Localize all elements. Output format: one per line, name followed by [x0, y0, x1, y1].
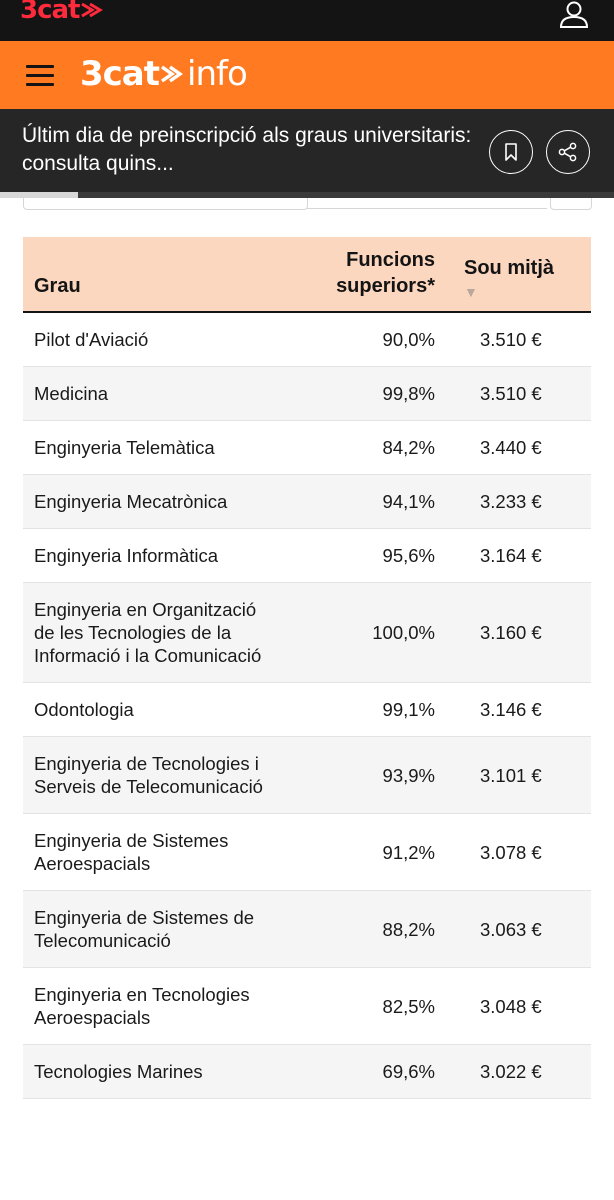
- cell-grau: Odontologia: [23, 682, 278, 737]
- table-row: Medicina 99,8% 3.510 €: [23, 366, 591, 421]
- cell-sou: 3.078 €: [446, 813, 591, 891]
- cell-grau: Pilot d'Aviació: [23, 312, 278, 367]
- cell-funcions: 99,1%: [278, 682, 446, 737]
- search-filter[interactable]: [307, 198, 547, 209]
- table-header-row: Grau Funcions superiors* Sou mitjà ▼: [23, 237, 591, 313]
- cell-funcions: 82,5%: [278, 967, 446, 1045]
- cell-grau: Medicina: [23, 366, 278, 421]
- cell-funcions: 99,8%: [278, 366, 446, 421]
- share-button[interactable]: [546, 130, 590, 174]
- filter-select[interactable]: [23, 198, 308, 210]
- filter-button[interactable]: [550, 198, 592, 210]
- cell-funcions: 69,6%: [278, 1044, 446, 1099]
- cell-sou: 3.510 €: [446, 312, 591, 367]
- brand-sub-text: info: [187, 54, 248, 94]
- share-icon: [558, 142, 577, 162]
- user-icon[interactable]: [558, 0, 590, 28]
- table-body: Pilot d'Aviació 90,0% 3.510 € Medicina 99,8…: [23, 312, 591, 1099]
- cell-funcions: 95,6%: [278, 528, 446, 583]
- article-title: Últim dia de preinscripció als graus uni…: [22, 124, 472, 175]
- table-row: Enginyeria Informàtica 95,6% 3.164 €: [23, 528, 591, 583]
- column-header-sou[interactable]: Sou mitjà ▼: [446, 237, 591, 313]
- article-header: Últim dia de preinscripció als graus uni…: [0, 109, 614, 192]
- filter-controls: [0, 198, 614, 212]
- reading-progress-fill: [0, 192, 78, 198]
- table-row: Enginyeria de Sistemes Aeroespacials 91,2…: [23, 813, 591, 891]
- cell-sou: 3.063 €: [446, 890, 591, 968]
- cell-sou: 3.101 €: [446, 736, 591, 814]
- table-row: Tecnologies Marines 69,6% 3.022 €: [23, 1044, 591, 1099]
- cell-grau: Enginyeria Mecatrònica: [23, 474, 278, 529]
- cell-sou: 3.146 €: [446, 682, 591, 737]
- cell-grau: Enginyeria Telemàtica: [23, 420, 278, 475]
- cell-sou: 3.440 €: [446, 420, 591, 475]
- salary-table: Grau Funcions superiors* Sou mitjà ▼ Pil…: [23, 237, 591, 1099]
- cell-sou: 3.233 €: [446, 474, 591, 529]
- cell-sou: 3.160 €: [446, 582, 591, 683]
- hamburger-icon[interactable]: [26, 63, 54, 87]
- table-row: Odontologia 99,1% 3.146 €: [23, 682, 591, 737]
- column-header-funcions[interactable]: Funcions superiors*: [278, 237, 446, 313]
- cell-sou: 3.022 €: [446, 1044, 591, 1099]
- table-row: Enginyeria Telemàtica 84,2% 3.440 €: [23, 420, 591, 475]
- 3cat-info-logo[interactable]: 3cat info: [80, 51, 248, 97]
- cell-grau: Enginyeria de Sistemes Aeroespacials: [23, 813, 278, 891]
- bookmark-icon: [505, 143, 517, 161]
- table-row: Pilot d'Aviació 90,0% 3.510 €: [23, 312, 591, 367]
- sort-descending-icon: ▼: [464, 284, 478, 300]
- cell-grau: Enginyeria de Tecnologies i Serveis de T…: [23, 736, 278, 814]
- cell-grau: Enginyeria de Sistemes de Telecomunicaci…: [23, 890, 278, 968]
- 3cat-logo[interactable]: 3cat: [20, 0, 104, 25]
- table-row: Enginyeria de Sistemes de Telecomunicaci…: [23, 890, 591, 968]
- reading-progress-bar: [0, 192, 614, 198]
- cell-funcions: 91,2%: [278, 813, 446, 891]
- cell-funcions: 90,0%: [278, 312, 446, 367]
- top-bar: 3cat: [0, 0, 614, 41]
- 3cat-arrow-logo-icon: [81, 2, 104, 18]
- cell-funcions: 88,2%: [278, 890, 446, 968]
- cell-sou: 3.164 €: [446, 528, 591, 583]
- column-header-sou-label: Sou mitjà: [464, 257, 555, 279]
- brand-bar: 3cat info: [0, 41, 614, 109]
- cell-grau: Enginyeria en Tecnologies Aeroespacials: [23, 967, 278, 1045]
- table-row: Enginyeria en Tecnologies Aeroespacials 8…: [23, 967, 591, 1045]
- cell-funcions: 94,1%: [278, 474, 446, 529]
- cell-sou: 3.048 €: [446, 967, 591, 1045]
- column-header-grau[interactable]: Grau: [23, 237, 278, 313]
- cell-grau: Enginyeria Informàtica: [23, 528, 278, 583]
- table-row: Enginyeria en Organització de les Tecnol…: [23, 582, 591, 683]
- logo-text: 3cat: [20, 0, 80, 25]
- cell-funcions: 93,9%: [278, 736, 446, 814]
- cell-funcions: 100,0%: [278, 582, 446, 683]
- cell-grau: Tecnologies Marines: [23, 1044, 278, 1099]
- brand-main-text: 3cat: [80, 54, 160, 94]
- bookmark-button[interactable]: [489, 130, 533, 174]
- 3cat-arrow-logo-icon: [161, 65, 184, 83]
- cell-grau: Enginyeria en Organització de les Tecnol…: [23, 582, 278, 683]
- cell-funcions: 84,2%: [278, 420, 446, 475]
- table-row: Enginyeria Mecatrònica 94,1% 3.233 €: [23, 474, 591, 529]
- cell-sou: 3.510 €: [446, 366, 591, 421]
- table-row: Enginyeria de Tecnologies i Serveis de T…: [23, 736, 591, 814]
